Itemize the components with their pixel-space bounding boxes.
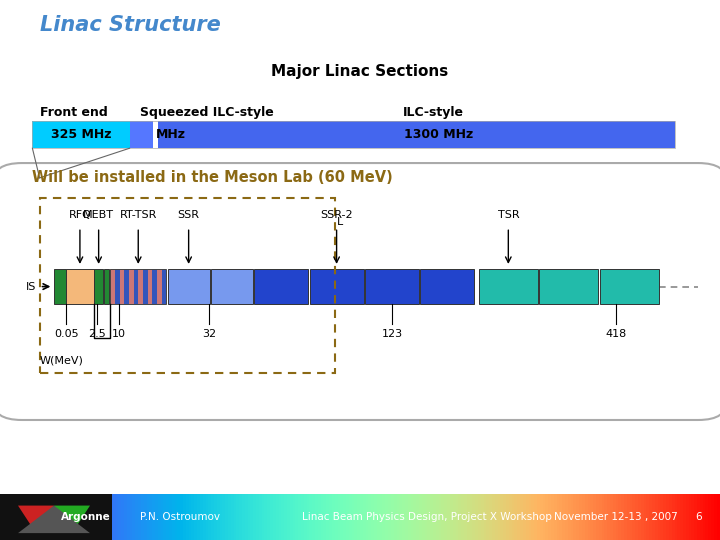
Bar bbox=[104, 269, 109, 304]
Bar bbox=[254, 269, 308, 304]
Bar bbox=[110, 269, 115, 304]
Bar bbox=[120, 269, 125, 304]
Polygon shape bbox=[18, 505, 54, 533]
Bar bbox=[134, 269, 138, 304]
Text: 10: 10 bbox=[112, 328, 126, 339]
Text: RT-TSR: RT-TSR bbox=[120, 210, 157, 220]
Polygon shape bbox=[54, 505, 90, 533]
Text: ILC-style: ILC-style bbox=[403, 106, 464, 119]
Bar bbox=[54, 269, 66, 304]
Bar bbox=[161, 269, 166, 304]
Text: 2.5: 2.5 bbox=[89, 328, 106, 339]
Text: RFQ: RFQ bbox=[68, 210, 91, 220]
Text: Front end: Front end bbox=[40, 106, 107, 119]
Text: IS: IS bbox=[26, 281, 36, 292]
Bar bbox=[168, 269, 210, 304]
Bar bbox=[130, 121, 153, 148]
Text: W(MeV): W(MeV) bbox=[40, 356, 84, 366]
Bar bbox=[479, 269, 538, 304]
Bar bbox=[143, 269, 148, 304]
Text: 0.05: 0.05 bbox=[54, 328, 78, 339]
Bar bbox=[32, 121, 675, 148]
Text: L: L bbox=[337, 217, 343, 227]
Bar bbox=[0, 494, 112, 540]
Bar bbox=[115, 269, 120, 304]
Bar bbox=[138, 269, 143, 304]
Text: Will be installed in the Meson Lab (60 MeV): Will be installed in the Meson Lab (60 M… bbox=[32, 170, 393, 185]
Text: 1300 MHz: 1300 MHz bbox=[404, 128, 473, 141]
Text: Linac Structure: Linac Structure bbox=[40, 15, 220, 35]
Text: 325 MHz: 325 MHz bbox=[50, 128, 112, 141]
Text: Argonne: Argonne bbox=[61, 512, 111, 522]
Bar bbox=[129, 269, 134, 304]
Bar bbox=[158, 121, 675, 148]
Bar bbox=[600, 269, 659, 304]
Text: Major Linac Sections: Major Linac Sections bbox=[271, 64, 449, 79]
Text: TSR: TSR bbox=[498, 210, 519, 220]
Polygon shape bbox=[18, 505, 90, 533]
Text: 123: 123 bbox=[382, 328, 403, 339]
Text: Linac Beam Physics Design, Project X Workshop: Linac Beam Physics Design, Project X Wor… bbox=[302, 512, 552, 522]
Text: MHz: MHz bbox=[156, 128, 186, 141]
Text: SSR: SSR bbox=[178, 210, 199, 220]
Text: MEBT: MEBT bbox=[83, 210, 114, 220]
Bar bbox=[40, 198, 335, 373]
Bar bbox=[124, 269, 129, 304]
Bar bbox=[110, 269, 166, 304]
Bar bbox=[157, 269, 162, 304]
Bar bbox=[66, 269, 94, 304]
Text: Squeezed ILC-style: Squeezed ILC-style bbox=[140, 106, 274, 119]
Bar bbox=[365, 269, 419, 304]
Text: SSR-2: SSR-2 bbox=[320, 210, 353, 220]
Bar bbox=[94, 269, 103, 304]
Bar bbox=[310, 269, 364, 304]
Bar bbox=[211, 269, 253, 304]
Bar bbox=[420, 269, 474, 304]
Text: P.N. Ostroumov: P.N. Ostroumov bbox=[140, 512, 220, 522]
Bar bbox=[539, 269, 598, 304]
Text: November 12-13 , 2007: November 12-13 , 2007 bbox=[554, 512, 678, 522]
Text: 6: 6 bbox=[695, 512, 701, 522]
Bar bbox=[148, 269, 153, 304]
Bar bbox=[153, 269, 157, 304]
Text: 418: 418 bbox=[606, 328, 627, 339]
FancyBboxPatch shape bbox=[0, 163, 720, 420]
Bar bbox=[32, 121, 130, 148]
Text: 32: 32 bbox=[202, 328, 216, 339]
